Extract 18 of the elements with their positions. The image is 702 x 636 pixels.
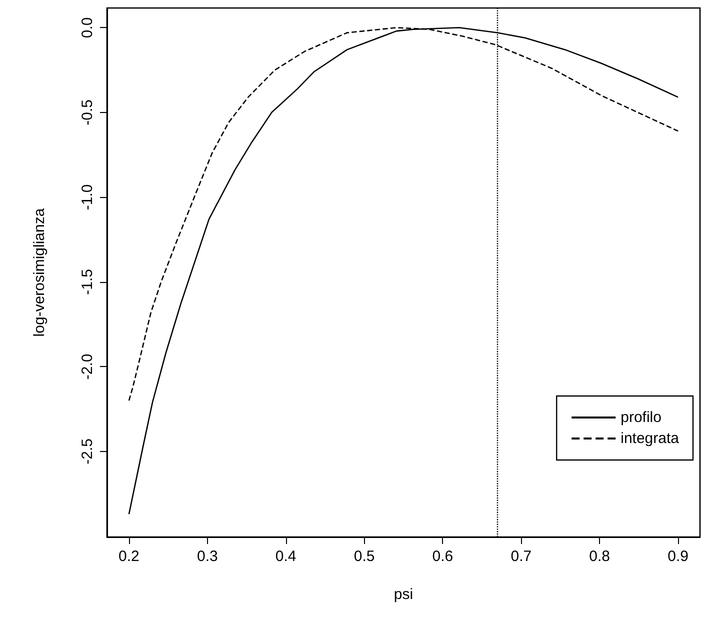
x-tick-label: 0.2 (118, 548, 140, 565)
x-tick-label: 0.9 (668, 548, 688, 565)
x-tick-label: 0.6 (432, 548, 454, 565)
legend-label: profilo (620, 409, 662, 426)
y-tick-label: 0.0 (79, 17, 96, 38)
y-tick-label: -2.5 (79, 438, 96, 464)
y-axis-title: log-verosimiglianza (31, 208, 48, 337)
x-tick-label: 0.8 (589, 548, 610, 565)
x-tick-label: 0.4 (275, 548, 296, 565)
y-tick-label: -2.0 (79, 354, 96, 380)
legend-label: integrata (620, 430, 680, 447)
x-tick-label: 0.7 (510, 548, 532, 565)
y-tick-label: -1.0 (79, 184, 96, 210)
x-axis-title: psi (394, 586, 414, 603)
x-tick-label: 0.5 (354, 548, 375, 565)
y-tick-label: -0.5 (79, 99, 96, 126)
x-tick-label: 0.3 (196, 548, 218, 565)
y-tick-label: -1.5 (79, 268, 96, 295)
